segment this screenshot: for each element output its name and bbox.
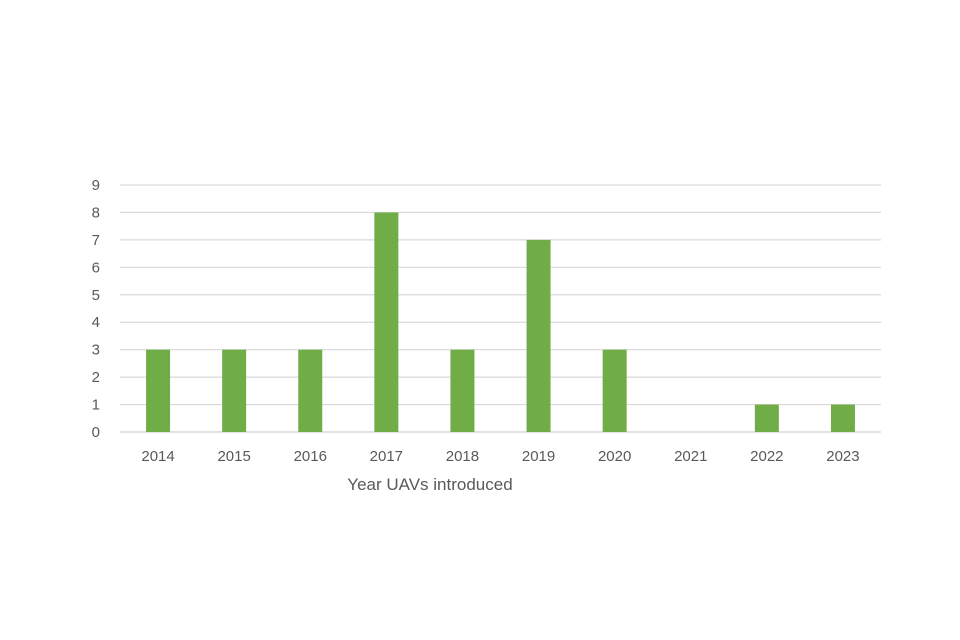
x-tick-label: 2014 [141, 448, 174, 465]
x-tick-label: 2023 [826, 448, 859, 465]
y-tick-label: 0 [92, 424, 100, 441]
bar-2019 [526, 239, 551, 432]
x-tick-label: 2017 [370, 448, 403, 465]
y-tick-label: 7 [92, 232, 100, 249]
x-tick-label: 2019 [522, 448, 555, 465]
y-tick-label: 1 [92, 397, 100, 414]
bar-2014 [146, 349, 171, 432]
x-tick-label: 2021 [674, 448, 707, 465]
y-tick-label: 6 [92, 259, 100, 276]
x-tick-label: 2016 [294, 448, 327, 465]
y-tick-label: 4 [92, 314, 100, 331]
y-tick-label: 2 [92, 369, 100, 386]
x-tick-label: 2018 [446, 448, 479, 465]
y-axis-tick-labels: 0 1 2 3 4 5 6 7 8 9 [92, 177, 100, 441]
y-tick-label: 9 [92, 177, 100, 194]
bar-2016 [298, 349, 323, 432]
y-tick-label: 3 [92, 342, 100, 359]
x-tick-label: 2022 [750, 448, 783, 465]
gridlines [120, 184, 881, 433]
x-tick-label: 2020 [598, 448, 631, 465]
bar-2020 [602, 349, 627, 432]
x-axis-tick-labels: 2014 2015 2016 2017 2018 2019 2020 2021 2022 2023 [141, 448, 859, 465]
bar-2015 [222, 349, 247, 432]
bar-2022 [754, 404, 779, 432]
bar-2018 [450, 349, 475, 432]
bar-2023 [830, 404, 855, 432]
x-axis-title: Year UAVs introduced [347, 475, 512, 494]
bars [146, 212, 855, 432]
x-tick-label: 2015 [217, 448, 250, 465]
y-tick-label: 8 [92, 204, 100, 221]
y-tick-label: 5 [92, 287, 100, 304]
bar-2017 [374, 212, 399, 432]
